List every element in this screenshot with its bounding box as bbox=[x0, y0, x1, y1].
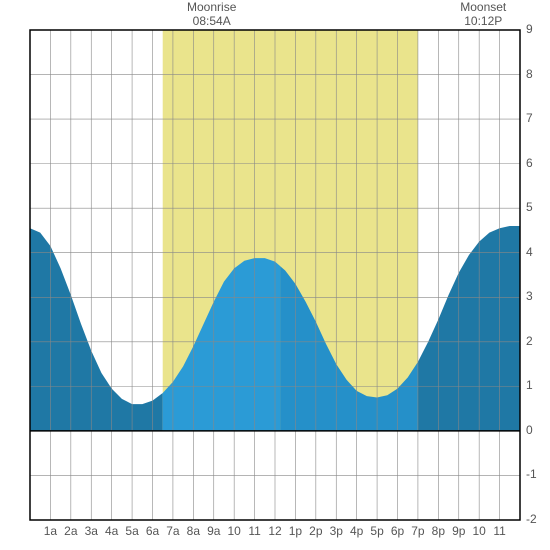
x-tick-label: 5p bbox=[367, 524, 387, 538]
y-tick-label: 1 bbox=[526, 378, 533, 392]
y-tick-label: 4 bbox=[526, 245, 533, 259]
x-tick-label: 4a bbox=[102, 524, 122, 538]
y-tick-label: 2 bbox=[526, 334, 533, 348]
y-tick-label: 5 bbox=[526, 200, 533, 214]
x-tick-label: 5a bbox=[122, 524, 142, 538]
y-tick-label: 6 bbox=[526, 156, 533, 170]
x-tick-label: 8a bbox=[183, 524, 203, 538]
x-tick-label: 9p bbox=[449, 524, 469, 538]
x-tick-label: 1p bbox=[285, 524, 305, 538]
x-tick-label: 11 bbox=[490, 524, 510, 538]
x-tick-label: 8p bbox=[428, 524, 448, 538]
x-tick-label: 4p bbox=[347, 524, 367, 538]
y-tick-label: -1 bbox=[526, 467, 537, 481]
x-tick-label: 2p bbox=[306, 524, 326, 538]
x-tick-label: 1a bbox=[40, 524, 60, 538]
moonrise-label: Moonrise 08:54A bbox=[182, 0, 242, 29]
x-tick-label: 3a bbox=[81, 524, 101, 538]
moonset-label: Moonset 10:12P bbox=[453, 0, 513, 29]
x-tick-label: 2a bbox=[61, 524, 81, 538]
x-tick-label: 10 bbox=[224, 524, 244, 538]
x-tick-label: 12 bbox=[265, 524, 285, 538]
x-tick-label: 9a bbox=[204, 524, 224, 538]
y-tick-label: 8 bbox=[526, 67, 533, 81]
x-tick-label: 7p bbox=[408, 524, 428, 538]
x-tick-label: 6p bbox=[388, 524, 408, 538]
x-tick-label: 10 bbox=[469, 524, 489, 538]
x-tick-label: 6a bbox=[143, 524, 163, 538]
y-tick-label: -2 bbox=[526, 512, 537, 526]
chart-plot-area bbox=[0, 0, 550, 550]
y-tick-label: 7 bbox=[526, 111, 533, 125]
y-tick-label: 0 bbox=[526, 423, 533, 437]
y-tick-label: 9 bbox=[526, 22, 533, 36]
x-tick-label: 11 bbox=[245, 524, 265, 538]
x-tick-label: 3p bbox=[326, 524, 346, 538]
y-tick-label: 3 bbox=[526, 289, 533, 303]
tide-chart: Moonrise 08:54A Moonset 10:12P 1a2a3a4a5… bbox=[0, 0, 550, 550]
x-tick-label: 7a bbox=[163, 524, 183, 538]
